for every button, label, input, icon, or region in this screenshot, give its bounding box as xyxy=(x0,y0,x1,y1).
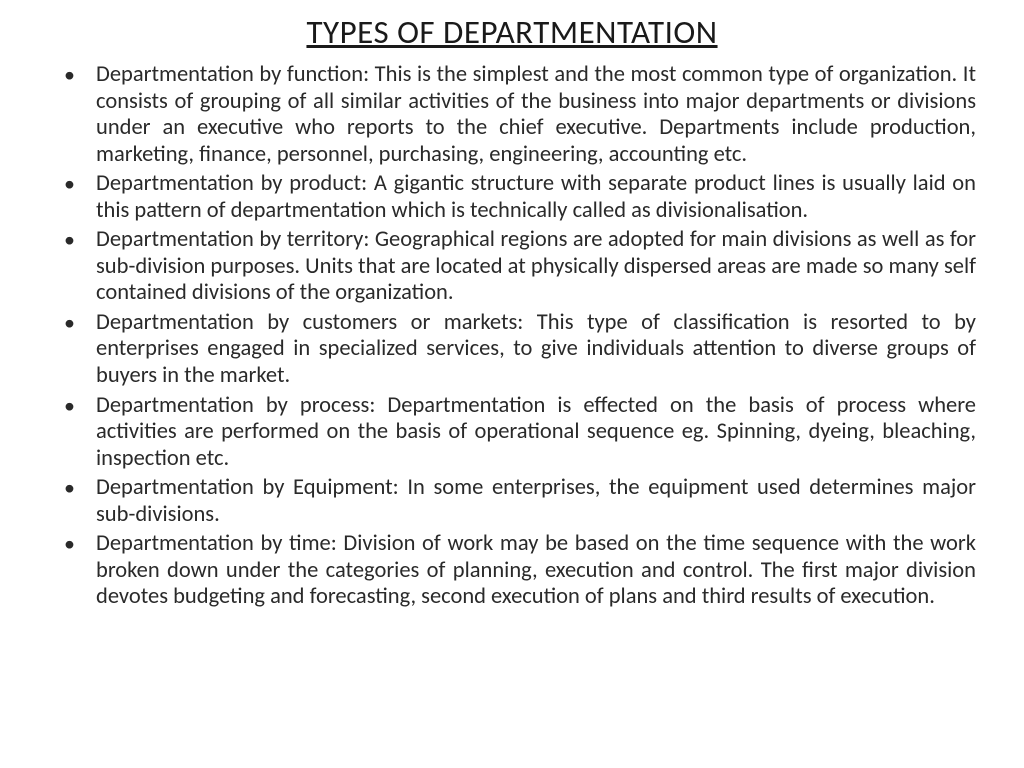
list-item: Departmentation by process: Departmentat… xyxy=(96,393,976,473)
list-item: Departmentation by time: Division of wor… xyxy=(96,531,976,611)
page-title: TYPES OF DEPARTMENTATION xyxy=(48,12,976,52)
bullet-list: Departmentation by function: This is the… xyxy=(48,62,976,611)
list-item: Departmentation by customers or markets:… xyxy=(96,310,976,390)
list-item: Departmentation by Equipment: In some en… xyxy=(96,475,976,528)
list-item: Departmentation by function: This is the… xyxy=(96,62,976,168)
list-item: Departmentation by product: A gigantic s… xyxy=(96,171,976,224)
list-item: Departmentation by territory: Geographic… xyxy=(96,227,976,307)
